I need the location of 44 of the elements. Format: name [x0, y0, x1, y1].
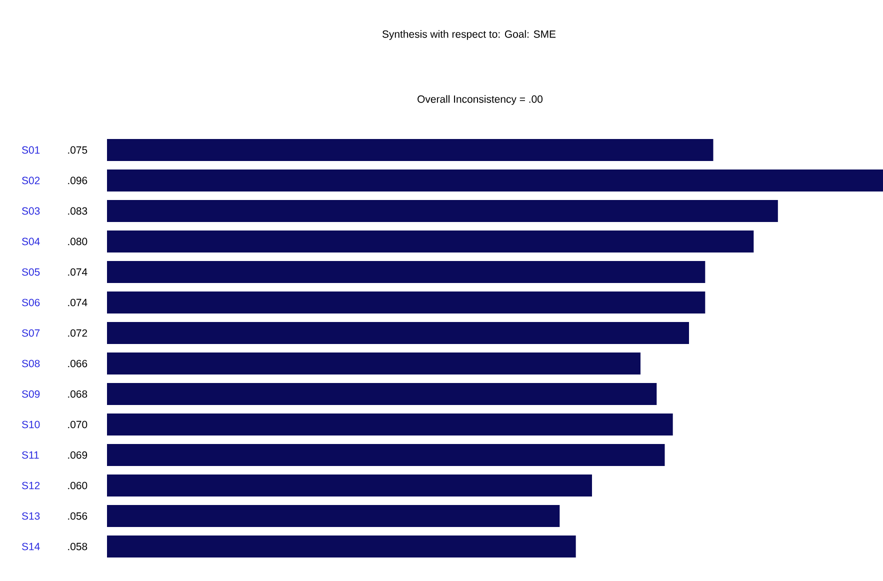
y-tick-label: S05: [22, 268, 40, 276]
data-label: .058: [68, 542, 88, 550]
y-tick-label: S07: [22, 329, 40, 337]
y-tick-label: S14: [22, 542, 40, 550]
bar: [107, 383, 657, 406]
data-label: .080: [68, 238, 88, 246]
bar: [107, 170, 883, 192]
y-tick-label: S04: [22, 238, 40, 246]
bar: [107, 139, 714, 162]
bar: [107, 444, 665, 466]
data-label: .074: [68, 268, 88, 276]
data-label: .074: [68, 298, 88, 306]
bar: [107, 230, 754, 253]
y-tick-label: S09: [22, 390, 40, 398]
bar: [107, 414, 673, 436]
bar: [107, 536, 576, 558]
data-label: .056: [68, 512, 88, 520]
bar: [107, 322, 689, 344]
bar: [107, 292, 706, 314]
y-tick-label: S06: [22, 298, 40, 306]
data-label: .070: [68, 420, 88, 428]
y-tick-label: S11: [22, 451, 39, 459]
bar: [107, 474, 592, 497]
chart-subtitle: Overall Inconsistency = .00: [418, 95, 543, 105]
data-label: .069: [68, 451, 88, 459]
data-label: .075: [68, 146, 88, 154]
y-tick-label: S13: [22, 512, 40, 520]
y-tick-label: S10: [22, 420, 40, 428]
bar: [107, 261, 706, 284]
data-label: .096: [68, 176, 88, 184]
bar: [107, 352, 640, 375]
y-tick-label: S01: [22, 146, 40, 154]
data-label: .068: [68, 390, 88, 398]
data-label: .060: [68, 482, 88, 490]
y-tick-label: S08: [22, 360, 40, 368]
data-label: .083: [68, 207, 88, 215]
bar: [107, 505, 560, 528]
data-label: .072: [68, 329, 88, 337]
bar: [107, 200, 778, 222]
chart-title: Synthesis with respect to: Goal: SME: [382, 30, 556, 40]
y-tick-label: S03: [22, 207, 40, 215]
data-label: .066: [68, 360, 88, 368]
y-tick-label: S12: [22, 482, 40, 490]
y-tick-label: S02: [22, 176, 40, 184]
